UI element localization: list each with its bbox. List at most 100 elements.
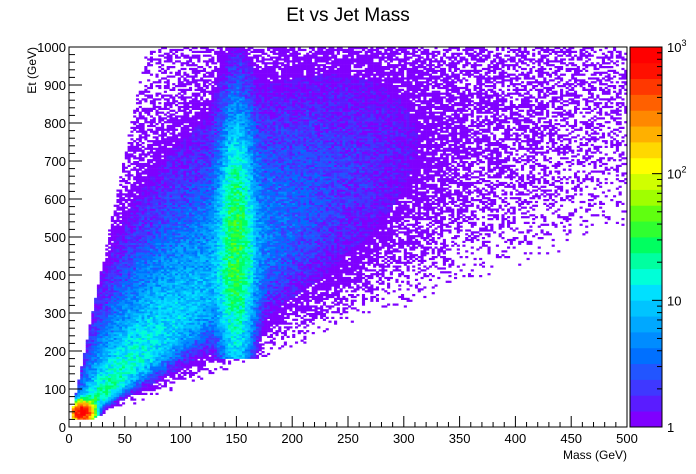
heatmap-cell: [113, 394, 117, 397]
heatmap-cell: [108, 256, 112, 259]
heatmap-cell: [116, 238, 120, 242]
heatmap-cell: [194, 337, 198, 340]
heatmap-cell: [96, 351, 100, 354]
heatmap-cell: [138, 392, 142, 395]
heatmap-cell: [82, 390, 87, 394]
heatmap-cell: [130, 216, 134, 219]
heatmap-cell: [141, 252, 145, 255]
heatmap-cell: [188, 347, 193, 350]
heatmap-cell: [161, 269, 165, 272]
heatmap-cell: [161, 64, 165, 67]
heatmap-cell: [169, 96, 173, 99]
heatmap-cell: [105, 373, 109, 376]
heatmap-cell: [152, 324, 156, 327]
heatmap-cell: [186, 119, 190, 122]
heatmap-cell: [127, 157, 131, 160]
heatmap-cell: [177, 134, 181, 137]
heatmap-cell: [91, 417, 95, 420]
heatmap-cell: [155, 185, 159, 188]
heatmap-cell: [177, 366, 181, 369]
heatmap-cell: [188, 313, 193, 316]
heatmap-cell: [149, 320, 153, 323]
heatmap-cell: [180, 246, 184, 249]
heatmap-cell: [188, 286, 193, 289]
heatmap-cell: [127, 193, 131, 196]
heatmap-cell: [138, 223, 142, 226]
heatmap-cell: [177, 375, 181, 378]
heatmap-cell: [158, 85, 162, 88]
heatmap-cell: [152, 104, 156, 107]
heatmap-cell: [127, 237, 131, 240]
heatmap-cell: [188, 206, 193, 209]
heatmap-cell: [169, 366, 173, 369]
heatmap-cell: [161, 195, 165, 198]
heatmap-cell: [130, 371, 134, 375]
heatmap-cell: [180, 265, 184, 268]
heatmap-cell: [155, 162, 159, 166]
heatmap-cell: [191, 140, 195, 143]
heatmap-cell: [127, 377, 131, 380]
heatmap-cell: [147, 197, 151, 200]
heatmap-cell: [116, 275, 120, 278]
heatmap-cell: [183, 358, 187, 361]
heatmap-cell: [155, 140, 159, 143]
heatmap-cell: [99, 349, 103, 352]
heatmap-cell: [135, 206, 140, 209]
heatmap-cell: [138, 314, 142, 318]
heatmap-cell: [141, 231, 145, 234]
heatmap-cell: [133, 250, 137, 253]
heatmap-cell: [133, 282, 137, 285]
heatmap-cell: [158, 364, 162, 367]
heatmap-cell: [161, 54, 165, 57]
heatmap-cell: [116, 254, 120, 257]
heatmap-cell: [172, 83, 176, 86]
heatmap-cell: [186, 199, 190, 202]
heatmap-cell: [169, 341, 173, 344]
heatmap-cell: [144, 301, 148, 304]
heatmap-cell: [152, 102, 156, 105]
heatmap-cell: [180, 199, 184, 202]
heatmap-cell: [124, 305, 128, 308]
heatmap-cell: [102, 381, 106, 384]
heatmap-cell: [175, 145, 179, 148]
heatmap-cell: [130, 284, 134, 287]
heatmap-cell: [169, 318, 173, 321]
heatmap-cell: [127, 229, 131, 232]
heatmap-cell: [113, 335, 117, 338]
heatmap-cell: [180, 155, 184, 158]
heatmap-cell: [110, 282, 114, 285]
heatmap-cell: [94, 345, 98, 348]
heatmap-cell: [191, 199, 195, 202]
heatmap-cell: [188, 111, 193, 114]
heatmap-cell: [166, 362, 170, 365]
heatmap-cell: [124, 307, 128, 310]
heatmap-cell: [135, 250, 140, 253]
heatmap-cell: [191, 119, 195, 122]
heatmap-cell: [149, 223, 153, 226]
heatmap-cell: [172, 189, 176, 192]
heatmap-cell: [122, 275, 126, 278]
heatmap-cell: [158, 174, 162, 177]
heatmap-cell: [108, 259, 112, 262]
heatmap-cell: [133, 368, 137, 371]
heatmap-cell: [99, 396, 103, 399]
heatmap-cell: [186, 218, 190, 221]
heatmap-cell: [172, 132, 176, 135]
heatmap-cell: [116, 337, 120, 340]
heatmap-cell: [161, 364, 165, 367]
heatmap-cell: [119, 244, 123, 247]
heatmap-cell: [105, 335, 109, 338]
heatmap-cell: [130, 261, 134, 264]
heatmap-cell: [74, 396, 78, 399]
heatmap-cell: [175, 377, 179, 380]
heatmap-cell: [130, 292, 134, 295]
heatmap-cell: [127, 219, 131, 223]
heatmap-cell: [188, 333, 193, 337]
heatmap-cell: [116, 216, 120, 219]
heatmap-cell: [127, 256, 131, 259]
heatmap-cell: [130, 297, 134, 300]
heatmap-cell: [91, 354, 95, 357]
heatmap-cell: [177, 155, 181, 158]
heatmap-cell: [161, 341, 165, 344]
heatmap-cell: [172, 257, 176, 261]
